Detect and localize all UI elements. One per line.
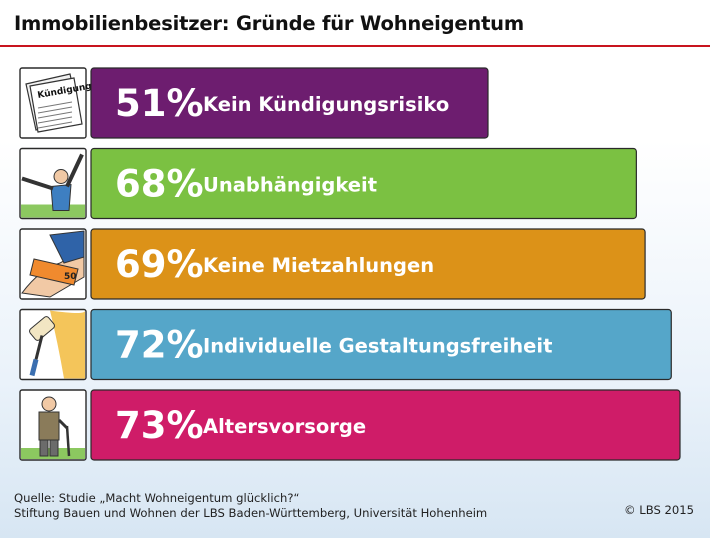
bar — [90, 147, 637, 220]
paint-roller-icon — [19, 308, 87, 381]
chart-title: Immobilienbesitzer: Gründe für Wohneigen… — [14, 12, 524, 35]
bar-category-label: Unabhängigkeit — [203, 174, 377, 197]
arms-raised-person-icon — [19, 147, 87, 220]
bar-category-label: Altersvorsorge — [203, 415, 366, 438]
kuendigung-document-icon: Kündigung — [19, 67, 93, 139]
bar-category-label: Keine Mietzahlungen — [203, 254, 434, 277]
source-line-1: Quelle: Studie „Macht Wohneigentum glück… — [14, 491, 300, 505]
chart-row: 50 69% Keine Mietzahlungen — [19, 228, 646, 300]
bar — [90, 389, 681, 461]
bar-value-label: 72% — [115, 324, 204, 367]
chart-row: 73% Altersvorsorge — [19, 389, 681, 461]
bar-category-label: Individuelle Gestaltungsfreiheit — [203, 335, 552, 358]
chart-row: Kündigung 51% Kein Kündigungsrisiko — [19, 67, 489, 139]
elderly-man-cane-icon — [19, 389, 87, 461]
bar-category-label: Kein Kündigungsrisiko — [203, 93, 449, 116]
bar-value-label: 68% — [115, 163, 204, 206]
source-line-2: Stiftung Bauen und Wohnen der LBS Baden-… — [14, 506, 488, 520]
title-divider — [0, 45, 710, 47]
bar — [90, 308, 672, 381]
bar — [90, 228, 646, 300]
bar-value-label: 69% — [115, 243, 204, 286]
source-note: Quelle: Studie „Macht Wohneigentum glück… — [14, 491, 487, 521]
copyright: © LBS 2015 — [623, 503, 694, 517]
bar-value-label: 51% — [115, 82, 204, 125]
chart-row: 72% Individuelle Gestaltungsfreiheit — [19, 308, 672, 381]
bar-value-label: 73% — [115, 404, 204, 447]
chart-row: 68% Unabhängigkeit — [19, 147, 637, 220]
banknote-icon-text: 50 — [64, 272, 77, 282]
hand-giving-banknote-icon: 50 — [19, 228, 87, 300]
bar — [90, 67, 489, 139]
